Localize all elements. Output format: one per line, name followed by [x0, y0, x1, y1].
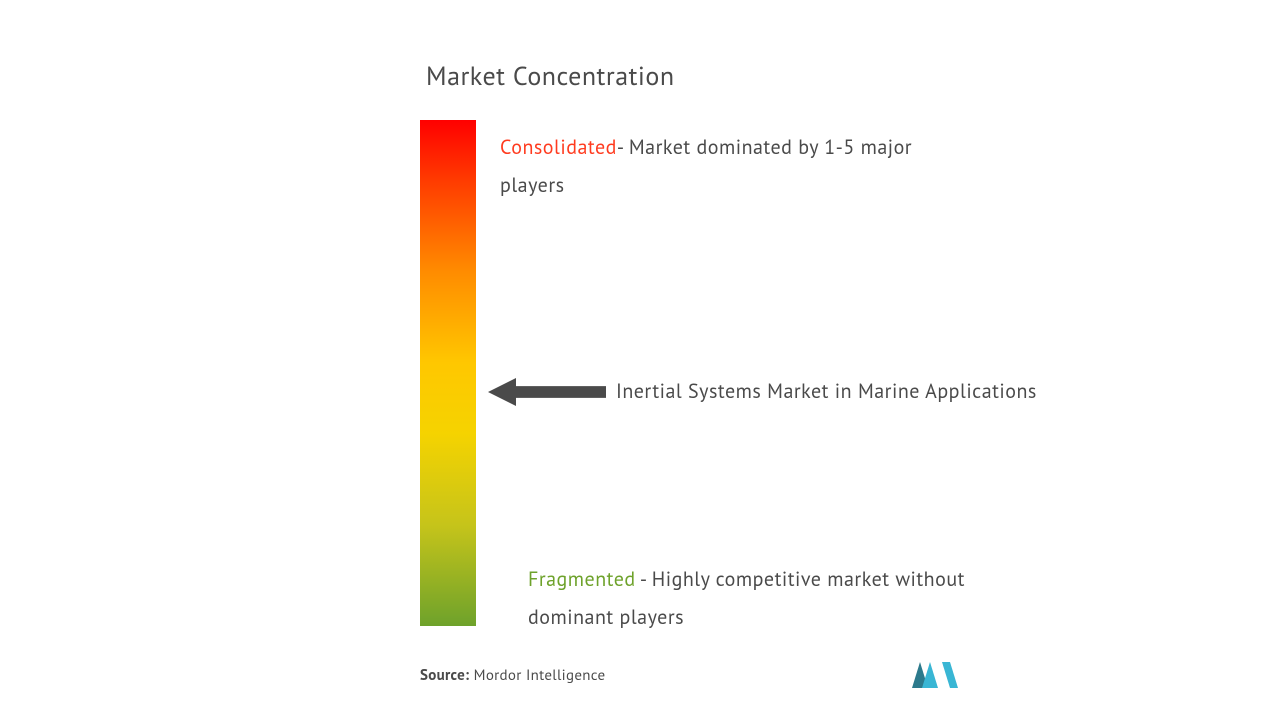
source-key: Source: [420, 666, 469, 685]
logo-icon [912, 658, 960, 692]
source-value: Mordor Intelligence [474, 666, 606, 685]
gradient-svg [420, 120, 476, 626]
fragmented-keyword: Fragmented [528, 566, 636, 592]
consolidated-label: Consolidated- Market dominated by 1-5 ma… [500, 128, 960, 204]
consolidated-keyword: Consolidated [500, 134, 617, 160]
concentration-gradient-bar [420, 120, 476, 626]
arrow-icon [488, 378, 606, 406]
position-arrow [488, 378, 606, 411]
market-name-label: Inertial Systems Market in Marine Applic… [616, 378, 1037, 404]
fragmented-label: Fragmented - Highly competitive market w… [528, 560, 988, 636]
chart-title: Market Concentration [426, 60, 675, 93]
brand-logo [912, 658, 960, 692]
source-attribution: Source: Mordor Intelligence [420, 666, 605, 685]
